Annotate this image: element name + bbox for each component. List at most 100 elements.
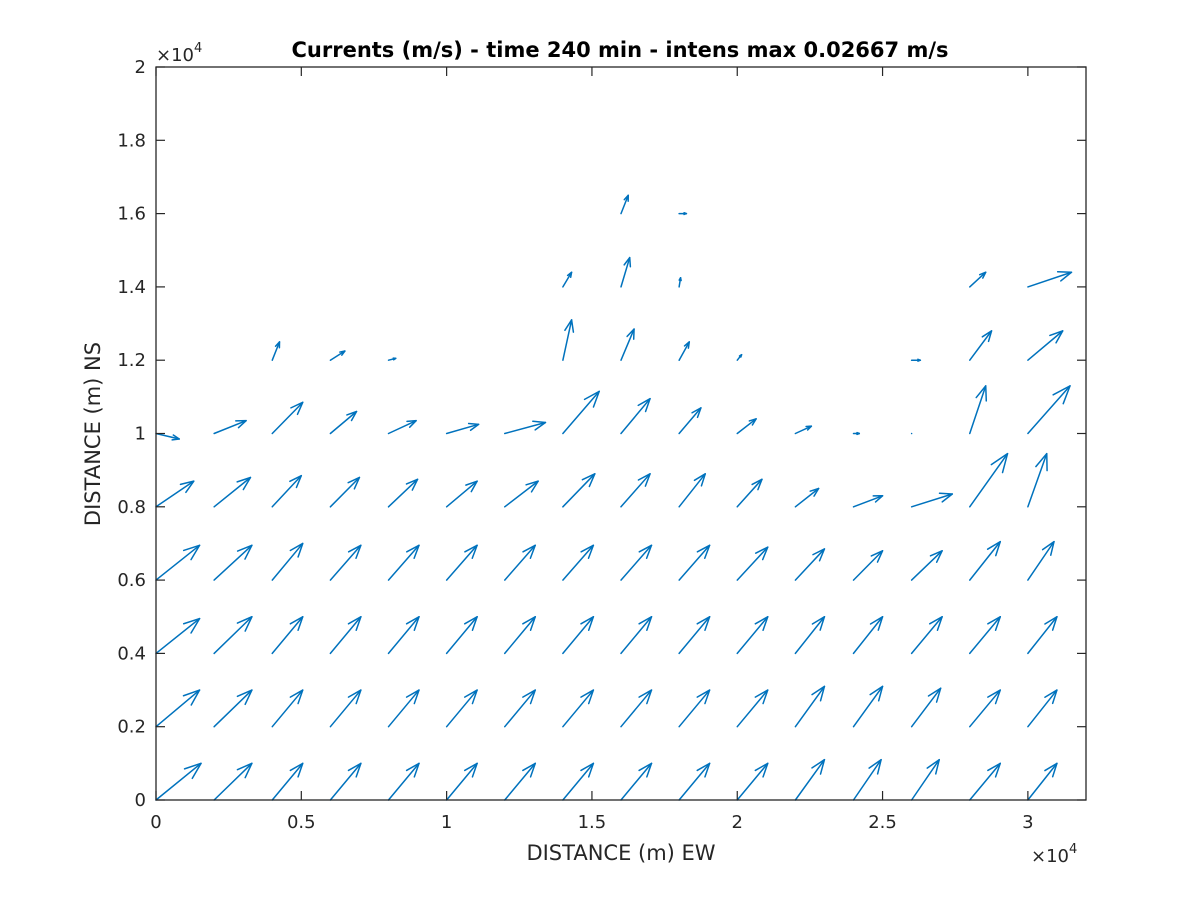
current-vector (678, 616, 711, 655)
current-vector (213, 419, 247, 435)
current-vector (910, 687, 942, 728)
x-tick-label: 1 (441, 812, 452, 833)
current-vector (620, 689, 653, 728)
current-vector (969, 689, 1002, 728)
current-vector (155, 689, 201, 728)
current-vector (1027, 330, 1064, 361)
current-vector (445, 422, 480, 435)
current-vector (445, 689, 478, 728)
current-vector (213, 616, 253, 655)
current-vector (387, 544, 420, 581)
current-vector (969, 762, 1002, 801)
current-vector (678, 341, 691, 361)
current-vector (329, 762, 362, 801)
current-vector (794, 425, 813, 435)
current-vector (329, 410, 358, 435)
y-tick-label: 0.8 (117, 497, 146, 518)
x-tick-label: 2 (732, 812, 743, 833)
current-vector (736, 353, 743, 361)
tick-labels: 0 0.5 1 1.5 2 2.5 3 0 0.2 0.4 0.6 0.8 1 1.2 1.4 1.6 1.8 2 (117, 57, 1033, 833)
current-vector (852, 550, 884, 581)
current-vector (504, 616, 537, 655)
chart-title: Currents (m/s) - time 240 min - intens m… (292, 38, 949, 62)
current-vector (329, 544, 362, 581)
current-vector (736, 478, 763, 508)
vector-field (155, 194, 1073, 801)
current-vector (562, 271, 573, 288)
y-tick-label: 0.6 (117, 570, 146, 591)
current-vector (271, 401, 304, 435)
x-tick-label: 2.5 (868, 812, 897, 833)
current-vector (1027, 270, 1073, 288)
current-vector (678, 473, 707, 508)
x-tick-label: 1.5 (578, 812, 607, 833)
current-vector (910, 758, 940, 801)
current-vector (562, 544, 595, 581)
y-tick-label: 0.4 (117, 643, 146, 664)
x-axis-label: DISTANCE (m) EW (526, 841, 715, 865)
current-vector (910, 616, 943, 655)
current-vector (852, 431, 861, 436)
y-exponent-power: 4 (194, 41, 202, 56)
current-vector (155, 544, 201, 581)
current-vector (329, 476, 361, 508)
y-axis-label: DISTANCE (m) NS (81, 342, 105, 526)
current-vector (794, 758, 826, 801)
current-vector (213, 476, 252, 508)
current-vector (1027, 689, 1058, 728)
current-vector (969, 271, 987, 288)
current-vector (387, 762, 420, 801)
current-vector (620, 762, 653, 801)
current-vector (562, 473, 596, 508)
x-exponent-base: ×10 (1031, 846, 1069, 867)
current-vector (620, 397, 651, 435)
current-vector (445, 480, 478, 508)
current-vector (504, 420, 547, 435)
current-vector (910, 550, 943, 581)
current-vector (678, 762, 711, 801)
current-vector (213, 544, 253, 581)
current-vector (736, 418, 757, 435)
current-vector (445, 762, 478, 801)
current-vector (445, 616, 478, 655)
current-vector (620, 544, 653, 581)
current-vector (387, 357, 397, 361)
current-vector (678, 544, 711, 581)
current-vector (387, 616, 420, 655)
current-vector (329, 616, 362, 655)
current-vector (329, 689, 362, 728)
current-vector (969, 385, 988, 435)
current-vector (794, 616, 826, 655)
current-vector (562, 762, 595, 801)
current-vector (678, 689, 711, 728)
current-vector (910, 358, 922, 362)
current-vector (620, 616, 653, 655)
current-vector (852, 758, 882, 801)
current-vector (504, 480, 539, 508)
current-vector (504, 689, 537, 728)
current-vector (155, 480, 195, 508)
current-vector (852, 685, 884, 728)
current-vector (1027, 762, 1058, 801)
current-vector (794, 487, 820, 508)
current-vector (852, 495, 884, 508)
current-vector (852, 616, 884, 655)
current-vector (562, 319, 575, 361)
current-vector (387, 478, 419, 508)
y-tick-label: 0 (135, 790, 146, 811)
current-vector (620, 473, 651, 508)
current-vector (562, 689, 595, 728)
current-vector (271, 542, 304, 581)
current-vector (271, 616, 304, 655)
current-vector (387, 419, 417, 435)
current-vector (271, 762, 304, 801)
y-tick-label: 1.4 (117, 277, 146, 298)
x-axis-exponent: ×104 (1031, 842, 1077, 867)
current-vector (504, 544, 537, 581)
current-vector (620, 194, 630, 215)
y-axis-exponent: ×104 (156, 41, 202, 66)
current-vector (1027, 540, 1055, 581)
current-vector (1027, 616, 1058, 655)
current-vector (910, 492, 954, 508)
